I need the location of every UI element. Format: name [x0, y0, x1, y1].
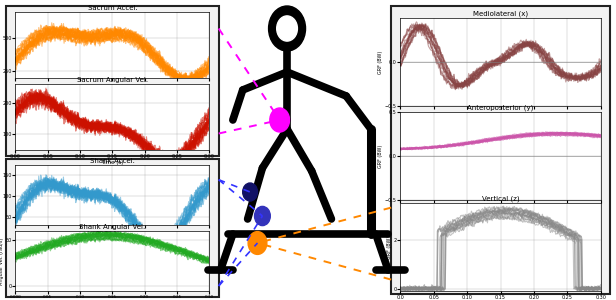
Title: Sacrum Accel.: Sacrum Accel. — [87, 5, 137, 11]
Y-axis label: GRF (BW): GRF (BW) — [387, 236, 392, 259]
Circle shape — [277, 16, 298, 41]
X-axis label: Time (s): Time (s) — [101, 160, 124, 165]
Circle shape — [270, 108, 290, 132]
Circle shape — [243, 183, 257, 201]
Y-axis label: Accel. (ms⁻²): Accel. (ms⁻²) — [0, 179, 1, 211]
Y-axis label: Angular Vel. (rad/s): Angular Vel. (rad/s) — [0, 237, 4, 285]
Circle shape — [254, 206, 270, 226]
Y-axis label: Accel. (ms⁻²): Accel. (ms⁻²) — [0, 29, 1, 61]
Title: Shank Angular Vel.: Shank Angular Vel. — [79, 224, 145, 230]
Title: Sacrum Angular Vel.: Sacrum Angular Vel. — [77, 77, 148, 83]
Title: Vertical (z): Vertical (z) — [482, 196, 519, 202]
Title: Shank Accel.: Shank Accel. — [90, 158, 135, 164]
Y-axis label: GRF (BW): GRF (BW) — [378, 144, 383, 168]
Y-axis label: Angular Vel. (rad/s): Angular Vel. (rad/s) — [0, 93, 1, 141]
Circle shape — [269, 6, 306, 51]
Title: Mediolateral (x): Mediolateral (x) — [473, 11, 528, 17]
Circle shape — [248, 232, 267, 254]
Y-axis label: GRF (BW): GRF (BW) — [378, 50, 383, 74]
Title: Anteroposterior (y): Anteroposterior (y) — [468, 105, 533, 111]
